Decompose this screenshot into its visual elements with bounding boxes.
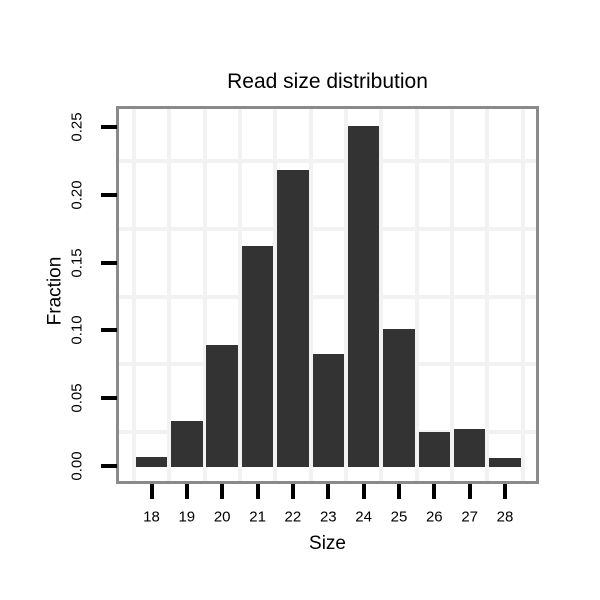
v-gridline [273,109,278,481]
bar-20 [206,345,238,467]
x-tick-label: 27 [461,508,479,526]
y-tick-label: 0.15 [68,247,86,278]
v-gridline [450,109,454,481]
x-tick-label: 19 [178,508,196,526]
x-tick [326,484,331,499]
y-axis-label: Fraction [44,256,66,326]
y-tick [101,192,117,197]
x-tick [397,484,401,499]
v-gridline [167,109,172,481]
v-gridline [202,109,207,481]
bar-19 [171,421,203,467]
v-gridline [414,109,419,481]
bar-22 [277,170,309,467]
x-tick-label: 18 [143,508,160,526]
y-tick [101,260,117,265]
v-gridline [343,109,348,481]
v-gridline [379,109,384,481]
x-tick [220,484,225,499]
y-tick [101,125,117,129]
chart-title: Read size distribution [227,70,428,93]
bar-21 [241,246,274,467]
v-gridline [485,109,490,481]
y-tick [101,328,117,333]
y-tick [101,464,117,468]
bar-24 [347,125,380,467]
x-tick-label: 26 [425,508,443,526]
x-tick-label: 24 [355,508,372,526]
x-tick [255,484,260,499]
h-gridline [119,294,536,299]
y-tick-label: 0.05 [68,383,86,413]
bar-27 [453,429,486,467]
y-tick-label: 0.25 [68,112,86,142]
x-tick-label: 22 [284,508,302,526]
v-gridline [308,109,313,481]
x-tick [149,484,154,499]
bar-25 [383,329,415,467]
x-tick [361,484,366,499]
v-gridline [131,109,136,481]
x-tick-label: 28 [496,508,514,526]
bar-28 [489,457,521,467]
x-tick-label: 25 [390,508,408,526]
y-tick-label: 0.20 [68,180,86,210]
x-tick-label: 23 [319,508,337,526]
x-tick [432,484,437,499]
x-tick-label: 21 [249,508,266,526]
x-axis-label: Size [309,533,346,554]
x-tick [503,484,507,499]
y-tick-label: 0.10 [68,315,86,345]
bar-26 [418,432,451,467]
h-gridline [119,158,536,163]
x-tick [184,484,189,499]
x-tick-label: 20 [213,508,231,526]
x-tick [290,484,295,499]
y-tick-label: 0.00 [68,451,86,481]
x-tick [467,484,472,499]
v-gridline [520,109,525,481]
bar-23 [312,353,344,467]
v-gridline [237,109,242,481]
bar-18 [135,456,168,467]
y-tick [101,396,117,401]
h-gridline [119,226,536,231]
